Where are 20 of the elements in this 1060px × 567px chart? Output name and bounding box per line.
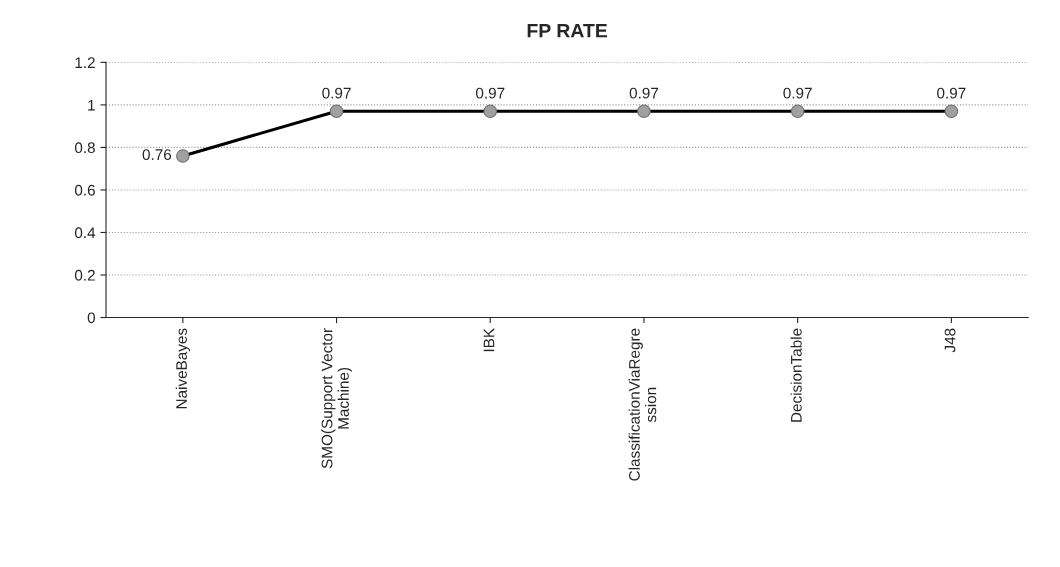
y-tick-label: 0.2 [74, 269, 95, 281]
x-tick-label: NaiveBayes [175, 328, 190, 409]
y-tick-label: 0.6 [74, 184, 95, 196]
y-tick-label: 0.8 [74, 142, 95, 154]
data-label: 0.97 [937, 87, 966, 99]
data-label: 0.97 [475, 87, 505, 99]
x-tick-label: ClassificationViaRegression [628, 328, 657, 481]
x-tick-label: IBK [483, 328, 495, 352]
data-label: 0.76 [142, 149, 172, 161]
x-tick-label: DecisionTable [790, 328, 802, 422]
y-tick-label: 0 [87, 312, 95, 324]
y-tick-label: 1 [88, 99, 95, 111]
data-label: 0.97 [783, 87, 812, 99]
y-tick-label: 1.2 [75, 57, 95, 68]
chart-title: FP RATE [527, 23, 608, 38]
data-label: 0.97 [629, 87, 659, 99]
data-label: 0.97 [322, 87, 351, 99]
x-tick-label: SMO(Support Vector Machine) [321, 328, 352, 469]
y-tick-label: 0.4 [74, 227, 96, 239]
x-tick-label: J48 [944, 328, 956, 353]
